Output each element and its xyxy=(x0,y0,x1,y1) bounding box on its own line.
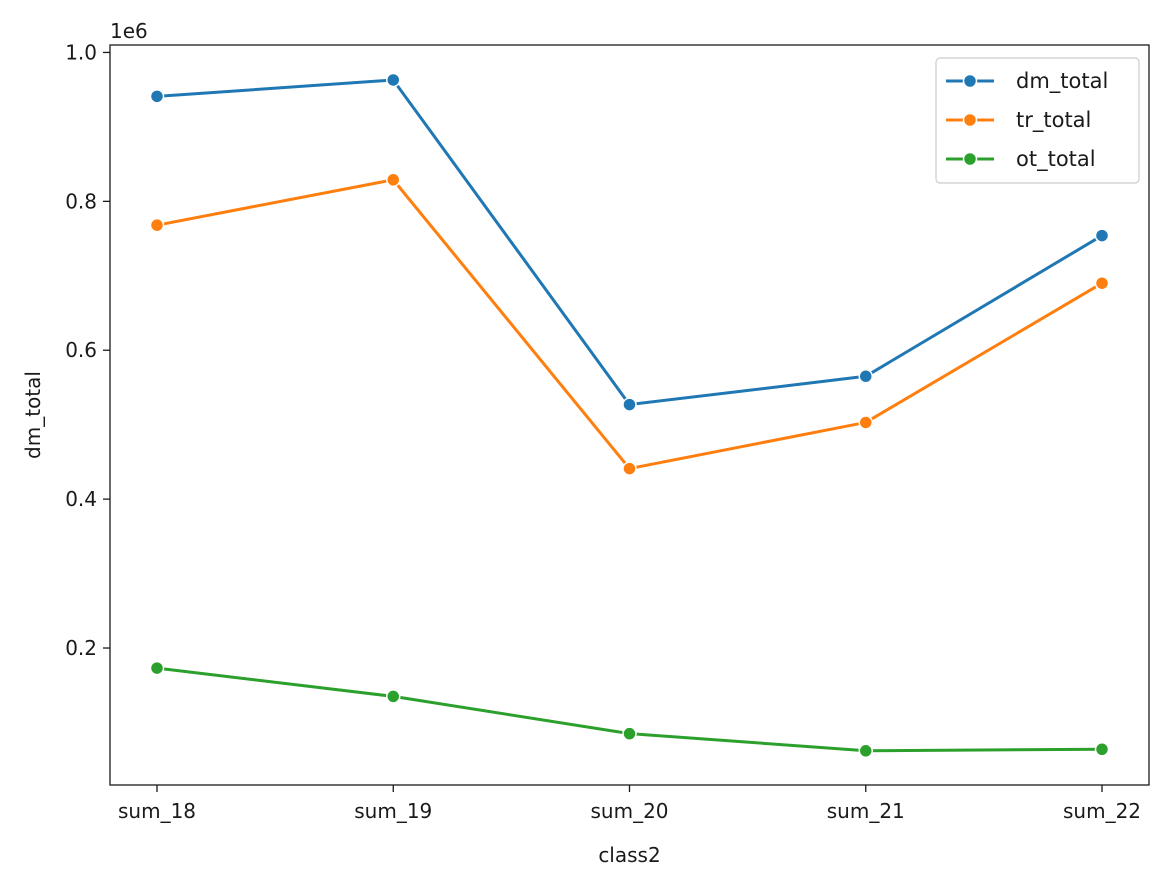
data-point xyxy=(622,726,637,741)
legend-label: dm_total xyxy=(1016,69,1108,94)
series-layer xyxy=(149,72,1110,759)
legend-marker xyxy=(962,73,978,89)
data-point xyxy=(1094,228,1110,243)
y-tick-label: 0.2 xyxy=(65,636,97,660)
x-axis-label: class2 xyxy=(598,843,660,867)
legend-item-dm_total: dm_total xyxy=(946,69,1108,94)
data-point xyxy=(1094,275,1110,291)
legend-label: ot_total xyxy=(1016,147,1096,172)
x-axis: sum_18 sum_19 sum_20 sum_21 sum_22 xyxy=(118,785,1141,823)
x-tick-label: sum_19 xyxy=(354,799,432,823)
y-offset-label: 1e6 xyxy=(110,19,148,43)
data-point xyxy=(386,172,401,187)
data-point xyxy=(386,72,401,88)
data-point xyxy=(622,397,637,412)
x-tick-label: sum_18 xyxy=(118,799,196,823)
legend-marker xyxy=(962,112,978,128)
legend-marker xyxy=(962,151,978,167)
x-tick-label: sum_20 xyxy=(590,799,668,823)
legend-item-ot_total: ot_total xyxy=(946,147,1096,172)
x-tick-label: sum_22 xyxy=(1063,799,1141,823)
y-axis: 0.2 0.4 0.6 0.8 1.0 xyxy=(65,40,110,660)
legend-item-tr_total: tr_total xyxy=(946,108,1091,133)
series-tr_total xyxy=(149,172,1110,476)
x-tick-label: sum_21 xyxy=(827,799,905,823)
data-point xyxy=(858,369,873,384)
data-point xyxy=(386,689,401,704)
legend-box xyxy=(935,57,1140,184)
series-dm_total xyxy=(149,72,1110,412)
y-tick-label: 0.8 xyxy=(65,189,97,213)
data-point xyxy=(1094,742,1110,757)
legend-label: tr_total xyxy=(1016,108,1091,133)
data-point xyxy=(149,660,165,676)
data-point xyxy=(622,461,637,476)
data-point xyxy=(149,217,165,233)
legend: dm_total tr_total ot_total xyxy=(935,57,1140,184)
y-tick-label: 0.6 xyxy=(65,338,97,362)
data-point xyxy=(149,89,165,104)
y-axis-label: dm_total xyxy=(21,371,45,459)
y-tick-label: 1.0 xyxy=(65,40,97,64)
y-tick-label: 0.4 xyxy=(65,487,97,511)
data-point xyxy=(858,743,873,759)
data-point xyxy=(858,415,873,430)
series-ot_total xyxy=(149,660,1110,759)
